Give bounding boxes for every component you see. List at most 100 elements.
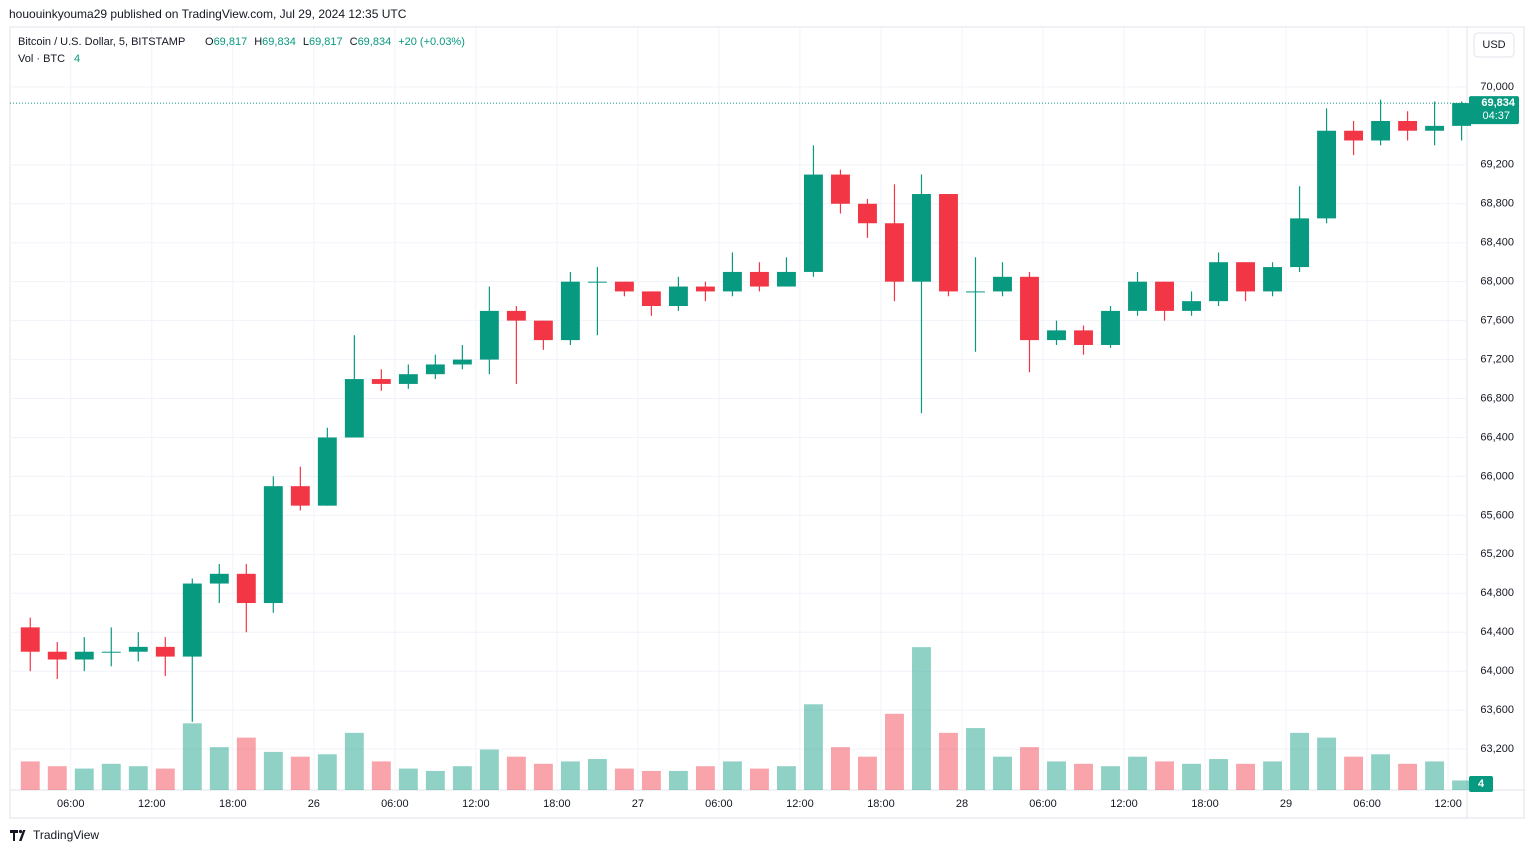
candle-body <box>479 310 499 360</box>
x-tick-label: 12:00 <box>462 798 490 810</box>
legend-change: +20 (+0.03%) <box>398 36 465 48</box>
y-tick-label: 68,800 <box>1480 198 1514 210</box>
candle-body <box>560 281 580 341</box>
y-tick-label: 65,600 <box>1480 509 1514 521</box>
volume-bar <box>1209 759 1228 790</box>
volume-bar <box>533 763 553 790</box>
volume-bar <box>1344 756 1364 790</box>
candle-body <box>506 310 526 321</box>
brand: TradingView <box>33 828 99 842</box>
candle-body <box>1452 103 1472 126</box>
candle-body <box>1398 120 1418 131</box>
candle-body <box>641 291 661 307</box>
candle-body <box>20 627 40 652</box>
candle-body <box>830 174 850 204</box>
volume-bar <box>939 732 958 790</box>
candle-body <box>371 379 391 384</box>
volume-bar <box>371 761 391 790</box>
volume-bar <box>182 723 202 790</box>
volume-bar <box>885 713 904 790</box>
volume-bar <box>614 768 634 790</box>
candle-body <box>749 271 769 287</box>
volume-bar <box>587 759 607 790</box>
candle-body <box>1182 301 1201 311</box>
y-tick-label: 67,600 <box>1480 315 1514 327</box>
y-tick-label: 68,400 <box>1480 237 1514 249</box>
volume-badge-label: 4 <box>1478 778 1485 790</box>
volume-bar <box>101 763 121 790</box>
volume-bar <box>1047 761 1066 790</box>
x-tick-label: 12:00 <box>1434 798 1462 810</box>
candle-body <box>263 486 283 604</box>
last-price-label: 69,834 <box>1481 97 1516 109</box>
candle-body <box>1236 262 1255 292</box>
candle-body <box>1371 120 1391 141</box>
volume-value: 4 <box>74 53 80 65</box>
y-tick-label: 66,800 <box>1480 392 1514 404</box>
legend-value: 69,834 <box>358 36 392 48</box>
volume-bar <box>1182 763 1201 790</box>
volume-bar <box>695 766 715 790</box>
volume-bar <box>1101 766 1120 790</box>
x-tick-label: 06:00 <box>705 798 733 810</box>
candle-body <box>290 486 310 506</box>
volume-bar <box>1290 732 1310 790</box>
candle-body <box>1020 276 1039 341</box>
volume-bar <box>155 768 175 790</box>
volume-bar <box>425 770 445 790</box>
candle-body <box>398 374 418 384</box>
y-tick-label: 70,000 <box>1480 81 1514 93</box>
volume-bar <box>47 766 67 790</box>
x-tick-label: 12:00 <box>138 798 166 810</box>
legend-value: 69,817 <box>214 36 248 48</box>
volume-bar <box>1398 763 1418 790</box>
volume-bar <box>560 761 580 790</box>
candle-body <box>236 573 256 604</box>
candle-body <box>1101 310 1120 345</box>
y-tick-label: 69,200 <box>1480 159 1514 171</box>
candle-body <box>209 573 229 584</box>
volume-bar <box>1155 761 1174 790</box>
candle-body <box>74 651 94 660</box>
volume-bar <box>236 737 256 790</box>
volume-bar <box>479 749 499 790</box>
candle-body <box>425 364 445 375</box>
candle-body <box>155 646 175 657</box>
currency-button[interactable] <box>1473 32 1515 58</box>
volume-bar <box>317 754 337 790</box>
candle-body <box>966 291 985 293</box>
x-tick-label: 27 <box>632 798 644 810</box>
volume-bar <box>668 770 688 790</box>
ohlc-legend: O69,817 H69,834 L69,817 C69,834 +20 (+0.03%) <box>205 36 465 48</box>
y-tick-label: 63,200 <box>1480 743 1514 755</box>
legend-key: L <box>303 36 309 48</box>
grid <box>10 28 1467 790</box>
volume-bar <box>749 768 769 790</box>
y-tick-label: 64,400 <box>1480 626 1514 638</box>
candle-body <box>912 194 931 282</box>
volume-bar <box>858 756 877 790</box>
candle-body <box>1290 218 1310 268</box>
volume-bar <box>344 732 364 790</box>
volume-bar <box>1452 780 1472 790</box>
legend-key: O <box>205 36 214 48</box>
x-tick-label: 06:00 <box>1029 798 1057 810</box>
x-tick-label: 18:00 <box>1191 798 1219 810</box>
volume-bar <box>290 756 310 790</box>
published-line: hououinkyouma29 published on TradingView… <box>9 7 407 21</box>
volume-bar <box>830 747 850 790</box>
candle-body <box>1128 281 1147 311</box>
x-tick-label: 18:00 <box>219 798 247 810</box>
legend-value: 69,817 <box>309 36 343 48</box>
volume-bar <box>993 756 1012 790</box>
volume-bar <box>1074 763 1093 790</box>
candle-body <box>1209 262 1228 302</box>
candle-body <box>1344 130 1364 141</box>
volume-bar <box>209 747 229 790</box>
candle-body <box>993 276 1012 292</box>
x-tick-label: 26 <box>308 798 320 810</box>
countdown: 04:37 <box>1482 110 1510 122</box>
currency-label[interactable]: USD <box>1482 39 1505 51</box>
